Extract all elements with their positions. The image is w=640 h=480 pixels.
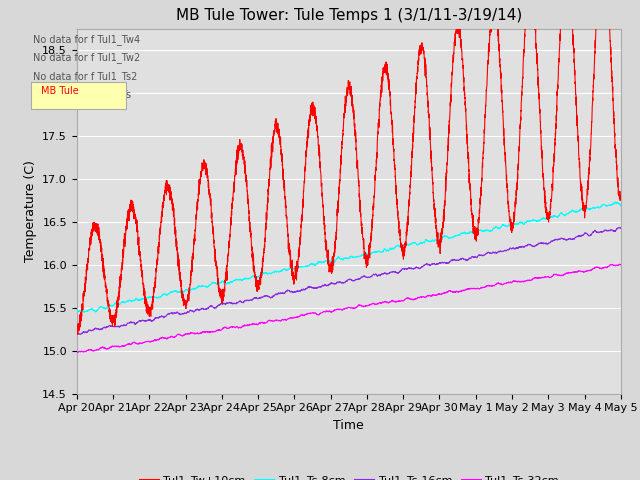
- Tul1_Ts-16cm: [76, 332, 84, 337]
- Tul1_Ts-32cm: [468, 286, 476, 291]
- Tul1_Ts-32cm: [616, 261, 623, 267]
- Line: Tul1_Tw+10cm: Tul1_Tw+10cm: [77, 0, 621, 335]
- Tul1_Ts-8cm: [77, 309, 85, 315]
- Tul1_Ts-8cm: [611, 199, 619, 205]
- Tul1_Ts-16cm: [573, 234, 581, 240]
- Text: MB Tule: MB Tule: [42, 86, 79, 96]
- Line: Tul1_Ts-16cm: Tul1_Ts-16cm: [77, 228, 621, 335]
- Text: No data for f Tul1_Ts: No data for f Tul1_Ts: [33, 89, 131, 100]
- Tul1_Ts-8cm: [600, 202, 608, 207]
- Line: Tul1_Ts-32cm: Tul1_Ts-32cm: [77, 264, 621, 353]
- Tul1_Ts-32cm: [332, 307, 339, 313]
- Tul1_Tw+10cm: [74, 332, 81, 337]
- Tul1_Ts-32cm: [74, 350, 81, 356]
- Tul1_Ts-32cm: [600, 265, 608, 271]
- Legend: Tul1_Tw+10cm, Tul1_Ts-8cm, Tul1_Ts-16cm, Tul1_Ts-32cm: Tul1_Tw+10cm, Tul1_Ts-8cm, Tul1_Ts-16cm,…: [134, 470, 563, 480]
- X-axis label: Time: Time: [333, 419, 364, 432]
- Tul1_Ts-16cm: [301, 286, 309, 292]
- Tul1_Tw+10cm: [332, 237, 339, 242]
- Tul1_Ts-16cm: [617, 225, 625, 231]
- Tul1_Ts-16cm: [600, 228, 608, 234]
- Tul1_Tw+10cm: [573, 119, 581, 125]
- Tul1_Ts-32cm: [301, 312, 309, 318]
- Text: No data for f Tul1_Ts2: No data for f Tul1_Ts2: [33, 71, 138, 82]
- Tul1_Ts-8cm: [468, 229, 476, 235]
- FancyBboxPatch shape: [31, 82, 125, 109]
- Tul1_Ts-8cm: [73, 308, 81, 314]
- Tul1_Ts-32cm: [617, 262, 625, 267]
- Line: Tul1_Ts-8cm: Tul1_Ts-8cm: [77, 202, 621, 312]
- Tul1_Ts-8cm: [573, 208, 581, 214]
- Tul1_Ts-16cm: [306, 285, 314, 290]
- Tul1_Tw+10cm: [301, 160, 309, 166]
- Tul1_Ts-8cm: [617, 203, 625, 209]
- Tul1_Tw+10cm: [468, 211, 476, 217]
- Tul1_Tw+10cm: [617, 193, 625, 199]
- Tul1_Ts-16cm: [615, 225, 623, 230]
- Y-axis label: Temperature (C): Temperature (C): [24, 160, 36, 262]
- Tul1_Ts-16cm: [332, 281, 339, 287]
- Tul1_Ts-8cm: [332, 258, 339, 264]
- Tul1_Tw+10cm: [306, 116, 314, 121]
- Text: No data for f Tul1_Tw2: No data for f Tul1_Tw2: [33, 52, 141, 63]
- Tul1_Ts-32cm: [573, 269, 581, 275]
- Tul1_Ts-32cm: [73, 349, 81, 355]
- Title: MB Tule Tower: Tule Temps 1 (3/1/11-3/19/14): MB Tule Tower: Tule Temps 1 (3/1/11-3/19…: [175, 9, 522, 24]
- Tul1_Ts-8cm: [306, 262, 314, 268]
- Text: No data for f Tul1_Tw4: No data for f Tul1_Tw4: [33, 34, 140, 45]
- Tul1_Ts-8cm: [301, 264, 309, 269]
- Tul1_Ts-16cm: [73, 330, 81, 336]
- Tul1_Tw+10cm: [73, 321, 81, 326]
- Tul1_Ts-16cm: [468, 253, 476, 259]
- Tul1_Ts-32cm: [306, 311, 314, 316]
